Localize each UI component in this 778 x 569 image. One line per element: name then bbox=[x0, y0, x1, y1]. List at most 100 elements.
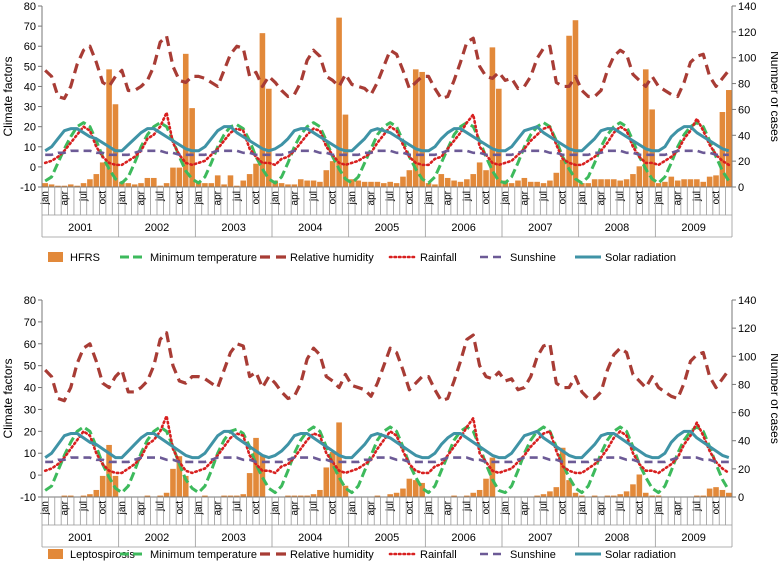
bar bbox=[406, 170, 413, 187]
bar bbox=[553, 487, 560, 497]
month-tick-label: jul bbox=[539, 501, 550, 512]
bar bbox=[291, 184, 298, 187]
bar bbox=[374, 495, 381, 497]
month-tick-label: oct bbox=[328, 501, 339, 515]
month-tick-label: jul bbox=[79, 191, 90, 202]
left-tick-label: 30 bbox=[24, 404, 36, 416]
right-tick-label: 20 bbox=[738, 156, 750, 168]
bar bbox=[393, 492, 400, 497]
bar bbox=[540, 183, 547, 187]
bar bbox=[476, 162, 483, 187]
month-tick-label: oct bbox=[481, 501, 492, 515]
left-tick-label: 50 bbox=[24, 361, 36, 373]
bar bbox=[706, 488, 713, 497]
bar bbox=[566, 35, 572, 187]
bar bbox=[317, 489, 323, 497]
bar bbox=[202, 495, 208, 497]
bar bbox=[611, 495, 617, 497]
month-tick-label: jul bbox=[309, 191, 320, 202]
legend-label: Solar radiation bbox=[605, 549, 676, 561]
bar bbox=[176, 456, 183, 497]
bar bbox=[457, 181, 464, 187]
bar bbox=[176, 167, 183, 187]
month-tick-label: oct bbox=[98, 501, 109, 515]
month-tick-label: oct bbox=[174, 191, 185, 205]
bar bbox=[106, 69, 112, 187]
bar bbox=[99, 162, 106, 187]
bar bbox=[170, 468, 176, 497]
left-tick-label: 70 bbox=[24, 317, 36, 329]
bar bbox=[227, 495, 234, 497]
month-tick-label: jul bbox=[539, 191, 550, 202]
legend-label: Rainfall bbox=[420, 549, 457, 561]
bar bbox=[617, 494, 623, 497]
bar bbox=[559, 159, 566, 187]
bar bbox=[202, 183, 208, 187]
month-tick-label: apr bbox=[519, 190, 530, 205]
bar bbox=[412, 69, 419, 187]
bar bbox=[726, 90, 732, 187]
year-tick-label: 2006 bbox=[451, 222, 475, 234]
month-tick-label: jul bbox=[155, 191, 166, 202]
bar bbox=[694, 495, 700, 497]
bar bbox=[515, 180, 521, 187]
bar bbox=[349, 179, 355, 187]
bar bbox=[55, 185, 61, 187]
month-tick-label: jul bbox=[155, 501, 166, 512]
year-tick-label: 2003 bbox=[221, 532, 245, 544]
left-tick-label: 0 bbox=[30, 470, 36, 482]
bar bbox=[317, 181, 323, 187]
left-tick-label: -10 bbox=[20, 182, 36, 194]
legend-label: Relative humidity bbox=[290, 252, 374, 264]
bar bbox=[476, 489, 483, 497]
month-tick-label: jul bbox=[385, 501, 396, 512]
year-tick-label: 2005 bbox=[375, 532, 399, 544]
month-tick-label: jan bbox=[270, 191, 281, 205]
bar bbox=[278, 183, 285, 187]
right-tick-label: 40 bbox=[738, 130, 750, 142]
month-tick-label: jul bbox=[692, 191, 703, 202]
month-tick-label: oct bbox=[174, 501, 185, 515]
bar bbox=[253, 163, 259, 187]
chart-panel-1: -10 0 10 20 30 40 50 60 70 80 0 20 40 60 80 100 120 140 Cl… bbox=[1, 1, 778, 264]
bar bbox=[304, 495, 310, 497]
left-tick-label: 10 bbox=[24, 142, 36, 154]
bar bbox=[630, 174, 636, 187]
line-series-solar-radiation bbox=[44, 125, 730, 153]
bar bbox=[99, 475, 106, 497]
month-tick-label: apr bbox=[289, 500, 300, 515]
bar bbox=[368, 181, 374, 187]
y-axis-title-left: Climate factors bbox=[1, 56, 15, 136]
bar bbox=[208, 183, 215, 187]
bar bbox=[432, 184, 438, 187]
line-series-minimum-temperature bbox=[44, 425, 731, 495]
left-tick-label: 60 bbox=[24, 41, 36, 53]
bar bbox=[157, 185, 163, 187]
year-tick-label: 2002 bbox=[145, 222, 169, 234]
bar bbox=[713, 175, 719, 187]
bar bbox=[80, 495, 87, 497]
left-tick-label: 20 bbox=[24, 122, 36, 134]
bar bbox=[694, 179, 700, 187]
bar bbox=[527, 181, 534, 187]
bar bbox=[400, 176, 406, 187]
year-tick-label: 2009 bbox=[681, 222, 705, 234]
year-tick-label: 2008 bbox=[605, 532, 629, 544]
legend-label: Minimum temperature bbox=[150, 252, 257, 264]
month-tick-label: jan bbox=[424, 501, 435, 515]
month-tick-label: jul bbox=[615, 501, 626, 512]
bar bbox=[336, 17, 342, 188]
month-tick-label: jan bbox=[347, 191, 358, 205]
month-tick-label: jul bbox=[232, 191, 243, 202]
bar bbox=[285, 495, 291, 497]
bar bbox=[464, 179, 470, 187]
bar bbox=[406, 478, 413, 497]
bar bbox=[246, 473, 253, 497]
bar bbox=[387, 181, 393, 187]
month-tick-label: oct bbox=[558, 191, 569, 205]
month-tick-label: jan bbox=[270, 501, 281, 515]
bar bbox=[579, 183, 585, 187]
bar bbox=[591, 179, 598, 187]
bar bbox=[285, 184, 291, 187]
